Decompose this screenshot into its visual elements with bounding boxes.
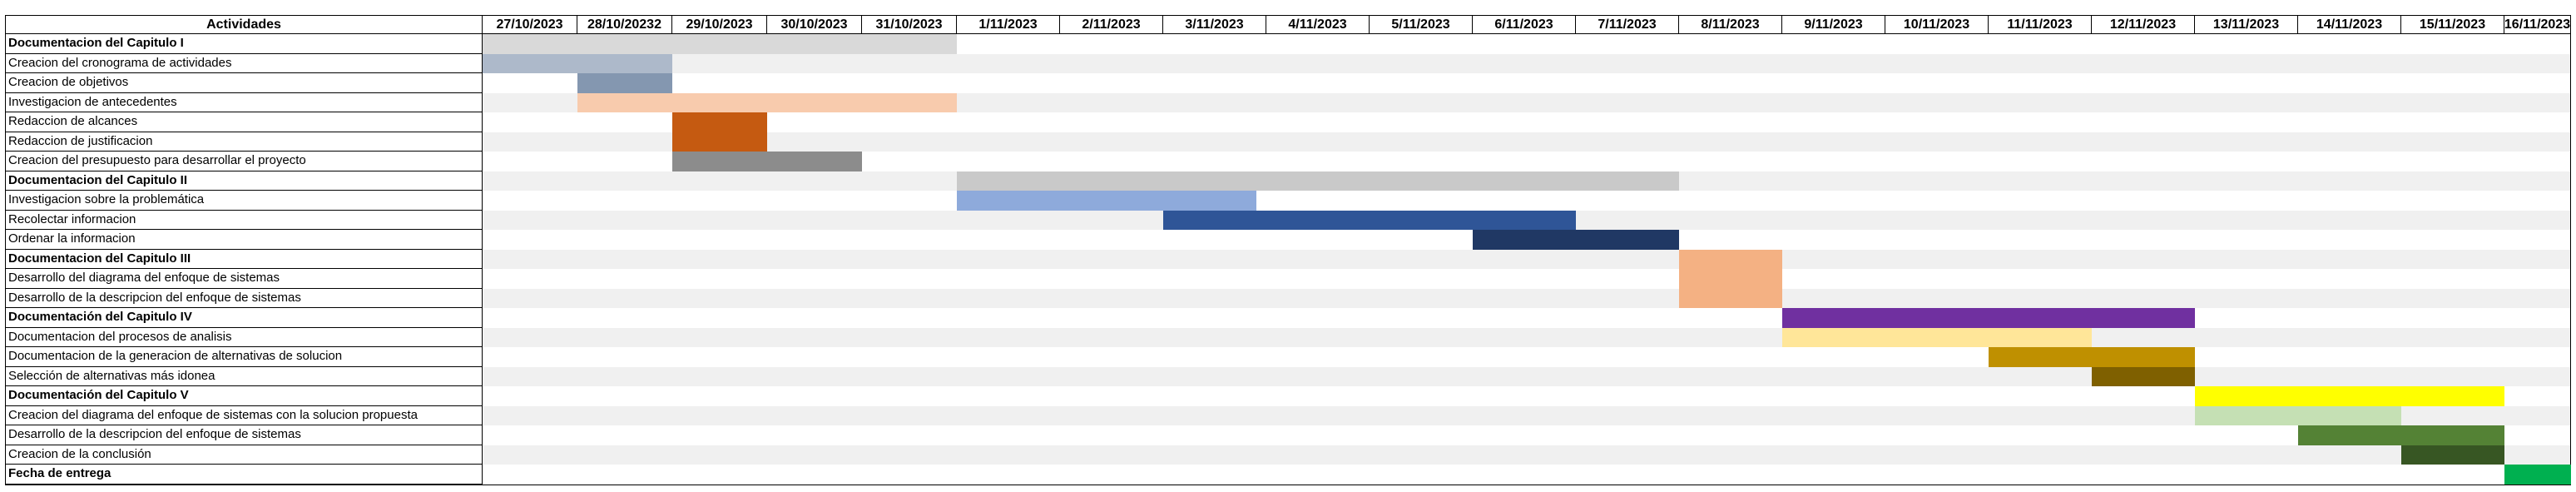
- header-date: 16/11/2023: [2504, 15, 2571, 34]
- timeline-grid: [483, 34, 2571, 485]
- gantt-bar: [1473, 230, 1679, 250]
- gantt-bar: [1163, 210, 1576, 230]
- header-date: 9/11/2023: [1782, 15, 1885, 34]
- activity-label: Documentacion del procesos de analisis: [6, 328, 482, 347]
- timeline-row: [483, 425, 2570, 445]
- timeline-row: [483, 445, 2570, 465]
- timeline-row: [483, 112, 2570, 132]
- gantt-bar: [957, 171, 1679, 191]
- activity-label: Documentacion del Capitulo III: [6, 250, 482, 269]
- timeline-row: [483, 405, 2570, 425]
- header-date: 3/11/2023: [1163, 15, 1266, 34]
- activity-label: Documentacion del Capitulo I: [6, 34, 482, 54]
- gantt-bar: [2504, 465, 2571, 485]
- gantt-bar: [1782, 327, 2092, 347]
- header-date: 14/11/2023: [2298, 15, 2401, 34]
- header-date: 4/11/2023: [1266, 15, 1370, 34]
- gantt-bar: [672, 152, 862, 171]
- activity-label: Documentación del Capitulo IV: [6, 308, 482, 328]
- activity-label: Redaccion de justificacion: [6, 132, 482, 152]
- header-date: 30/10/2023: [767, 15, 862, 34]
- activity-label: Desarrollo de la descripcion del enfoque…: [6, 425, 482, 445]
- gantt-bar: [2092, 366, 2195, 386]
- activity-label: Creacion del presupuesto para desarrolla…: [6, 152, 482, 171]
- timeline-row: [483, 53, 2570, 73]
- timeline-row: [483, 73, 2570, 93]
- activity-label: Recolectar informacion: [6, 211, 482, 230]
- activity-label: Desarrollo de la descripcion del enfoque…: [6, 289, 482, 308]
- timeline-row: [483, 288, 2570, 308]
- gantt-bar: [2195, 386, 2504, 406]
- activity-label: Documentación del Capitulo V: [6, 386, 482, 406]
- header-activities: Actividades: [5, 15, 483, 34]
- header-date: 2/11/2023: [1060, 15, 1163, 34]
- timeline-row: [483, 308, 2570, 328]
- timeline-row: [483, 269, 2570, 289]
- gantt-bar: [483, 34, 957, 54]
- gantt-bar: [672, 112, 767, 132]
- gantt-bar: [2401, 445, 2504, 465]
- timeline-row: [483, 347, 2570, 367]
- activity-label: Creacion del diagrama del enfoque de sis…: [6, 406, 482, 425]
- gantt-bar: [577, 73, 672, 93]
- header-date: 15/11/2023: [2401, 15, 2504, 34]
- timeline-row: [483, 366, 2570, 386]
- activity-label: Documentacion del Capitulo II: [6, 171, 482, 191]
- activity-label: Desarrollo del diagrama del enfoque de s…: [6, 269, 482, 289]
- gantt-bar: [1679, 288, 1782, 308]
- activity-label: Creacion de la conclusión: [6, 445, 482, 465]
- gantt-bar: [2195, 405, 2401, 425]
- header-date: 27/10/2023: [483, 15, 577, 34]
- activity-label: Selección de alternativas más idonea: [6, 367, 482, 386]
- header-date: 8/11/2023: [1679, 15, 1782, 34]
- header-date: 7/11/2023: [1576, 15, 1679, 34]
- gantt-bar: [957, 191, 1256, 211]
- header-date: 31/10/2023: [862, 15, 957, 34]
- timeline-row: [483, 465, 2570, 485]
- header-date: 12/11/2023: [2092, 15, 2195, 34]
- header-date: 1/11/2023: [957, 15, 1060, 34]
- gantt-bar: [672, 132, 767, 152]
- gantt-bar: [1679, 269, 1782, 289]
- timeline-row: [483, 191, 2570, 211]
- activity-label: Ordenar la informacion: [6, 230, 482, 250]
- activity-column: Documentacion del Capitulo I Creacion del…: [5, 34, 483, 485]
- header-date: 28/10/20232: [577, 15, 672, 34]
- activity-label: Investigacion sobre la problemática: [6, 191, 482, 211]
- activity-label: Creacion del cronograma de actividades: [6, 54, 482, 73]
- header-date: 11/11/2023: [1989, 15, 2092, 34]
- header-date: 13/11/2023: [2195, 15, 2298, 34]
- header-date: 5/11/2023: [1370, 15, 1473, 34]
- activity-label: Fecha de entrega: [6, 465, 482, 485]
- timeline-row: [483, 327, 2570, 347]
- timeline-row: [483, 249, 2570, 269]
- gantt-bar: [2298, 425, 2504, 445]
- gantt-bar: [1679, 249, 1782, 269]
- activity-label: Creacion de objetivos: [6, 73, 482, 93]
- gantt-bar: [1989, 347, 2195, 367]
- gantt-bar: [577, 92, 957, 112]
- activity-label: Investigacion de antecedentes: [6, 93, 482, 112]
- header-date: 29/10/2023: [672, 15, 767, 34]
- header-date: 10/11/2023: [1885, 15, 1989, 34]
- header-date: 6/11/2023: [1473, 15, 1576, 34]
- activity-label: Redaccion de alcances: [6, 112, 482, 132]
- timeline-row: [483, 132, 2570, 152]
- gantt-bar: [1782, 308, 2195, 328]
- activity-label: Documentacion de la generacion de altern…: [6, 347, 482, 367]
- timeline-row: [483, 92, 2570, 112]
- gantt-bar: [483, 53, 672, 73]
